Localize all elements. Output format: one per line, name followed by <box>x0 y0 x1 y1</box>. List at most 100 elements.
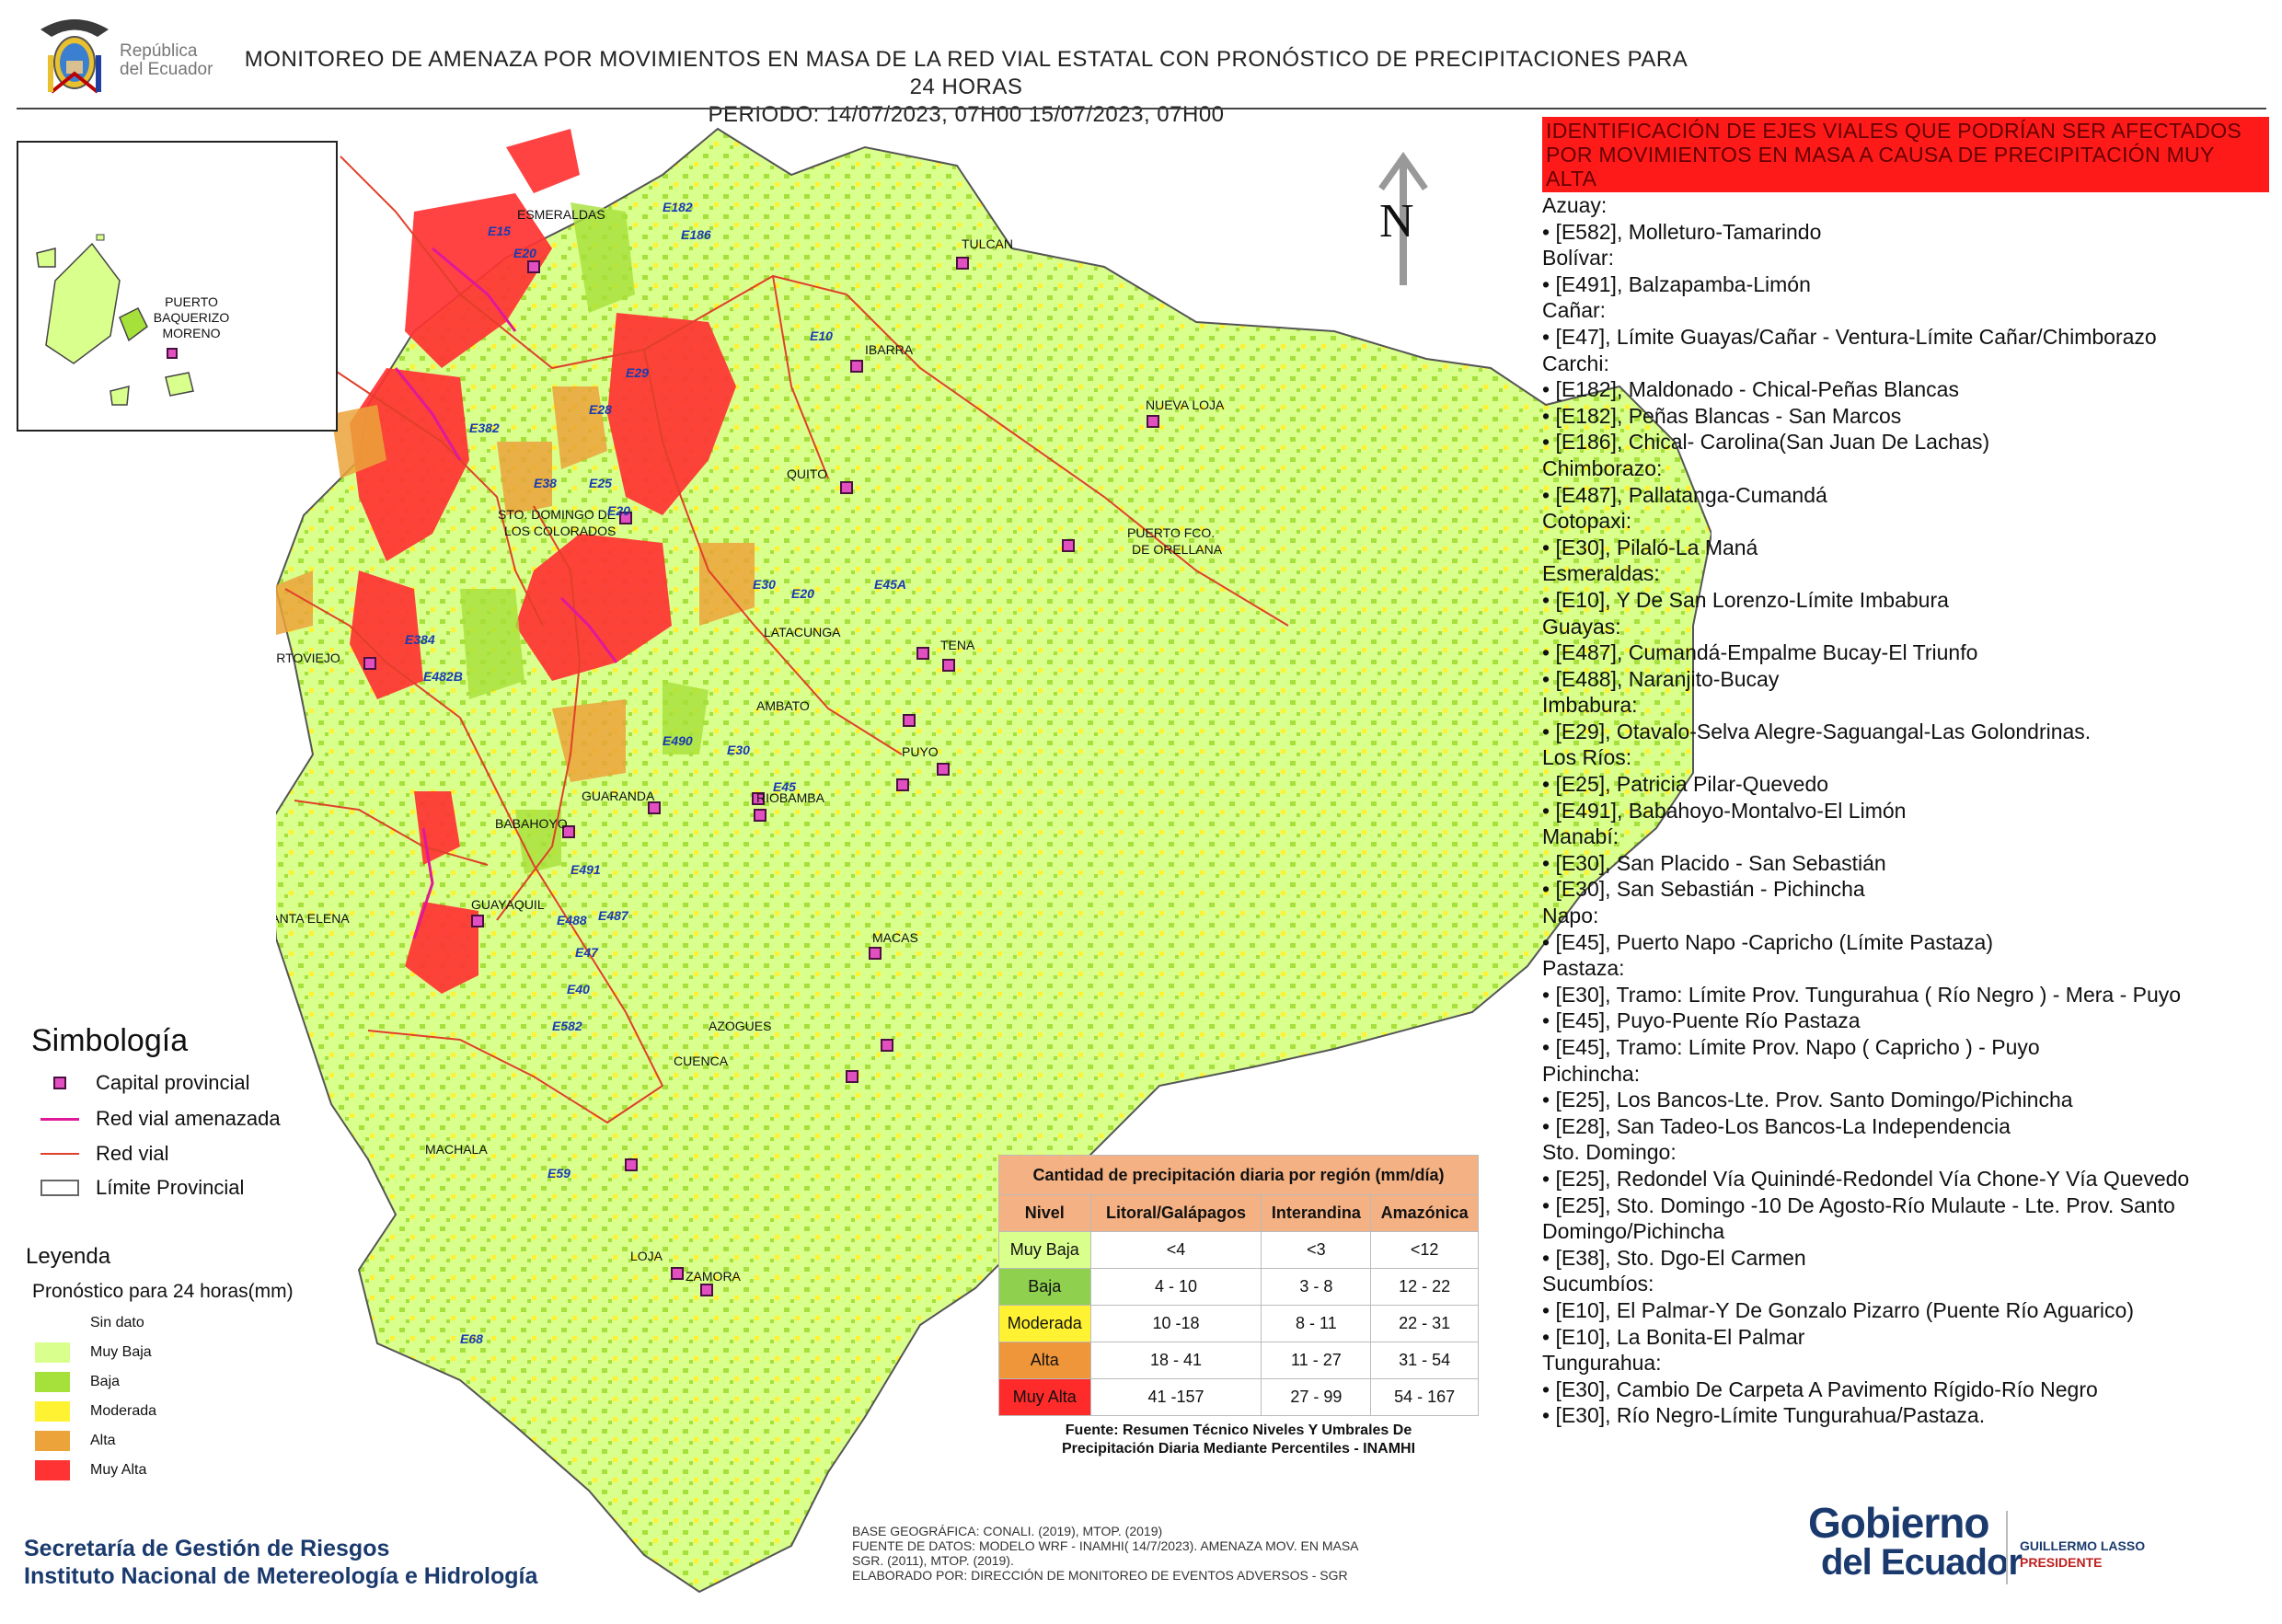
road-segment-item: • [E29], Otavalo-Selva Alegre-Saguangal-… <box>1542 719 2092 743</box>
city-label-ambato: AMBATO <box>756 698 810 713</box>
src-line1: BASE GEOGRÁFICA: CONALI. (2019), MTOP. (… <box>852 1524 1163 1538</box>
road-segment-item: • [E10], El Palmar-Y De Gonzalo Pizarro … <box>1542 1297 2134 1322</box>
row-litoral: 4 - 10 <box>1089 1268 1262 1306</box>
source-line2: Precipitación Diaria Mediante Percentile… <box>1061 1441 1416 1457</box>
road-segment-item: • [E30], Pilaló-La Maná <box>1542 535 1758 559</box>
inset-label-line1: PUERTO <box>165 294 218 309</box>
road-label-e47: E47 <box>575 945 599 960</box>
president-title: PRESIDENTE <box>2020 1555 2103 1570</box>
row-nivel: Baja <box>998 1268 1091 1306</box>
label-moderada: Moderada <box>90 1403 157 1419</box>
legend-red-vial-amenazada: Red vial amenazada <box>40 1107 281 1131</box>
row-amazonica: 54 - 167 <box>1370 1378 1479 1416</box>
title-line1: MONITOREO DE AMENAZA POR MOVIMIENTOS EN … <box>244 47 1688 99</box>
road-label-e30-n: E30 <box>753 577 776 592</box>
road-label-e10: E10 <box>810 328 833 343</box>
road-segment-item: • [E25], Redondel Vía Quinindé-Redondel … <box>1542 1166 2190 1191</box>
header-interandina: Interandina <box>1261 1194 1372 1232</box>
road-label-e68: E68 <box>460 1331 483 1346</box>
road-label-e482b: E482B <box>423 669 463 684</box>
road-segment-item: • [E10], La Bonita-El Palmar <box>1542 1324 1805 1349</box>
road-segment-item: • [E30], Río Negro-Límite Tungurahua/Pas… <box>1542 1403 1986 1428</box>
header-divider <box>17 108 2266 109</box>
provincial-boundary-icon <box>40 1180 79 1196</box>
road-segment-item: • [E25], Sto. Domingo -10 De Agosto-Río … <box>1542 1192 2175 1244</box>
row-interandina: 27 - 99 <box>1261 1378 1372 1416</box>
swatch-sin-dato <box>35 1313 70 1333</box>
source-line1: Fuente: Resumen Técnico Niveles Y Umbral… <box>1065 1422 1412 1438</box>
legend-sin-dato: Sin dato <box>35 1313 144 1333</box>
road-segment-item: • [E45], Puyo-Puente Río Pastaza <box>1542 1008 1861 1033</box>
gobierno-del-ecuador-logo: Gobierno del Ecuador GUILLERMO LASSO PRE… <box>1808 1502 2268 1594</box>
province-heading: Manabí: <box>1542 824 1619 849</box>
swatch-muy-baja <box>35 1342 70 1363</box>
city-label-tena: TENA <box>940 638 975 652</box>
src-line2: FUENTE DE DATOS: MODELO WRF - INAMHI( 14… <box>852 1538 1359 1553</box>
leyenda-title: Leyenda <box>26 1244 111 1269</box>
map-title: MONITOREO DE AMENAZA POR MOVIMIENTOS EN … <box>230 46 1702 129</box>
city-label-sto-domingo-2: LOS COLORADOS <box>504 524 616 538</box>
swatch-muy-alta <box>35 1460 70 1480</box>
road-line-icon <box>40 1153 79 1155</box>
city-label-sto-domingo-1: STO. DOMINGO DE <box>498 507 616 522</box>
road-segment-item: • [E182], Maldonado - Chical-Peñas Blanc… <box>1542 377 1959 402</box>
road-segment-item: • [E10], Y De San Lorenzo-Límite Imbabur… <box>1542 587 1949 612</box>
row-nivel: Moderada <box>998 1305 1091 1342</box>
road-segment-item: • [E182], Peñas Blancas - San Marcos <box>1542 403 1902 428</box>
row-amazonica: <12 <box>1370 1231 1479 1269</box>
road-segment-item: • [E488], Naranjito-Bucay <box>1542 666 1780 691</box>
north-arrow-icon: N <box>1376 151 1431 290</box>
province-heading: Azuay: <box>1542 193 1608 217</box>
city-label-cuenca: CUENCA <box>674 1054 729 1068</box>
table-row: Baja 4 - 10 3 - 8 12 - 22 <box>998 1268 1479 1306</box>
leyenda-subtitle: Pronóstico para 24 horas(mm) <box>32 1281 294 1302</box>
row-nivel: Muy Alta <box>998 1378 1091 1416</box>
table-source-note: Fuente: Resumen Técnico Niveles Y Umbral… <box>998 1422 1479 1458</box>
footer-organizations: Secretaría de Gestión de Riesgos Institu… <box>24 1535 537 1590</box>
city-label-macas: MACAS <box>872 930 918 945</box>
label-baja: Baja <box>90 1374 121 1389</box>
legend-moderada: Moderada <box>35 1401 156 1422</box>
road-segment-item: • [E487], Cumandá-Empalme Bucay-El Triun… <box>1542 640 1978 665</box>
road-label-e40: E40 <box>567 982 590 996</box>
road-label-e20-c: E20 <box>607 503 630 518</box>
city-label-quito: QUITO <box>787 466 827 481</box>
label-muy-baja: Muy Baja <box>90 1344 152 1360</box>
header-amazonica: Amazónica <box>1370 1194 1479 1232</box>
road-label-e20-n: E20 <box>513 246 536 260</box>
road-segment-item: • [E30], Cambio De Carpeta A Pavimento R… <box>1542 1376 2098 1401</box>
row-amazonica: 12 - 22 <box>1370 1268 1479 1306</box>
road-label-e182: E182 <box>663 200 693 214</box>
table-row: Alta 18 - 41 11 - 27 31 - 54 <box>998 1342 1479 1379</box>
province-heading: Sucumbíos: <box>1542 1272 1654 1296</box>
puerto-baquerizo-label: PUERTO BAQUERIZO MORENO <box>145 294 237 341</box>
province-heading: Napo: <box>1542 904 1599 928</box>
table-caption: Cantidad de precipitación diaria por reg… <box>998 1155 1479 1195</box>
province-heading: Sto. Domingo: <box>1542 1140 1677 1165</box>
city-label-guayaquil: GUAYAQUIL <box>471 897 545 912</box>
legend-muy-alta: Muy Alta <box>35 1460 146 1480</box>
road-segment-item: • [E25], Los Bancos-Lte. Prov. Santo Dom… <box>1542 1088 2073 1112</box>
gob-line2: del Ecuador <box>1821 1542 2023 1583</box>
road-segment-item: • [E582], Molleturo-Tamarindo <box>1542 219 1822 244</box>
north-label: N <box>1379 195 1414 248</box>
table-row: Muy Baja <4 <3 <12 <box>998 1231 1479 1269</box>
province-heading: Carchi: <box>1542 351 1609 375</box>
road-label-e45: E45 <box>773 779 796 794</box>
inset-label-line2: BAQUERIZO <box>153 310 230 325</box>
province-heading: Los Ríos: <box>1542 745 1632 770</box>
city-label-azogues: AZOGUES <box>709 1019 771 1033</box>
label-muy-alta: Muy Alta <box>90 1462 147 1478</box>
affected-roads-panel: IDENTIFICACIÓN DE EJES VIALES QUE PODRÍA… <box>1542 117 2269 1429</box>
row-nivel: Muy Baja <box>998 1231 1091 1269</box>
row-nivel: Alta <box>998 1342 1091 1379</box>
city-label-latacunga: LATACUNGA <box>764 625 841 639</box>
label-sin-dato: Sin dato <box>90 1315 144 1330</box>
table-row: Muy Alta 41 -157 27 - 99 54 - 167 <box>998 1378 1479 1416</box>
road-label-e30-c: E30 <box>727 743 750 757</box>
ecuador-mainland-shape <box>265 127 1713 1594</box>
row-interandina: 3 - 8 <box>1261 1268 1372 1306</box>
precipitation-threshold-table: Cantidad de precipitación diaria por reg… <box>998 1155 1479 1416</box>
road-label-e490: E490 <box>663 733 693 748</box>
road-label-e29: E29 <box>626 365 649 380</box>
